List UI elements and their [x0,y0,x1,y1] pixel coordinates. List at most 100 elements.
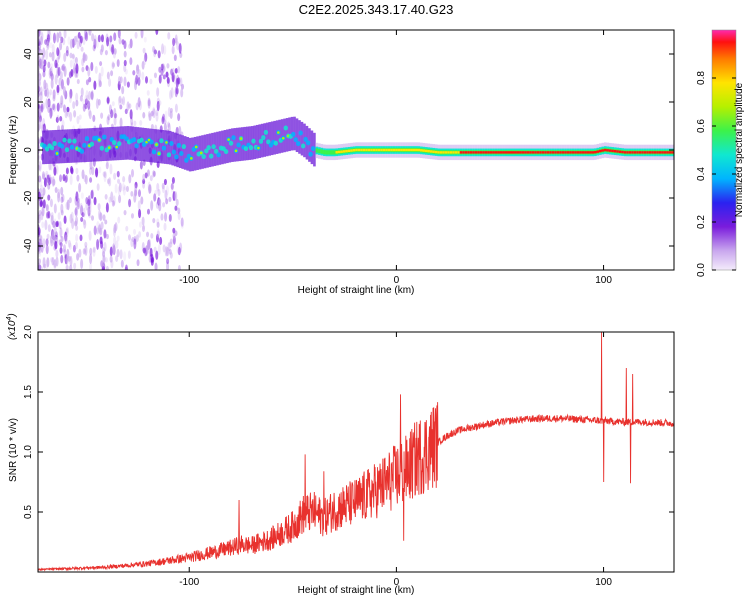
noise-cell [84,245,88,256]
noise-cell [136,64,140,71]
spectral-peak [211,144,216,150]
noise-cell [47,224,51,232]
noise-cell [42,257,46,268]
spectral-ridge-core [479,151,483,154]
noise-cell [50,214,54,225]
noise-cell [42,117,46,129]
spectral-ridge-core [668,151,672,154]
spectral-peak [213,148,219,154]
noise-cell [153,49,157,55]
spectral-ridge-core [611,149,615,153]
snr-xlabel: Height of straight line (km) [298,585,415,596]
noise-cell [113,172,117,180]
noise-cell [68,197,72,204]
noise-cell [55,249,59,258]
noise-cell [177,246,181,256]
noise-cell [155,250,159,260]
noise-cell [53,203,57,214]
y-tick-label: -40 [23,238,34,253]
noise-cell [169,241,173,248]
noise-cell [172,37,176,47]
noise-cell [160,63,164,71]
noise-cell [148,184,152,194]
spectral-ridge-core [360,148,363,152]
noise-cell [50,212,54,221]
x-tick-label: -100 [179,577,199,588]
noise-cell [157,188,161,197]
noise-cell [38,119,42,130]
noise-cell [51,257,55,266]
noise-cell [64,110,68,119]
noise-cell [68,71,72,79]
noise-cell [156,182,160,192]
noise-cell [60,254,64,264]
spectral-band [226,129,229,164]
chart-title: C2E2.2025.343.17.40.G23 [299,2,454,17]
spectral-ridge-core [651,151,654,154]
noise-cell [60,65,64,71]
noise-cell [46,233,50,240]
spectral-band [104,127,107,161]
spectral-band [295,118,299,153]
noise-cell [77,201,81,210]
noise-cell [102,171,106,178]
noise-cell [158,66,162,73]
noise-cell [119,249,123,260]
spectral-peak [310,146,316,152]
noise-cell [146,231,150,238]
noise-cell [160,68,164,77]
noise-cell [144,76,148,84]
noise-cell [158,198,162,207]
noise-cell [69,52,73,59]
noise-cell [44,219,48,231]
spectral-ridge-core [437,151,441,154]
noise-cell [116,170,120,178]
noise-cell [162,74,166,80]
spectrogram-ylabel: Frequency (Hz) [8,116,19,185]
noise-cell [88,167,92,175]
noise-cell [174,230,178,237]
noise-cell [96,183,100,191]
noise-cell [87,106,91,117]
spectral-peak [206,145,211,151]
spectral-peak [44,146,50,152]
noise-cell [60,78,64,90]
spectral-ridge-core [462,151,465,154]
noise-cell [57,212,61,220]
noise-cell [52,95,56,102]
spectral-ridge-core [357,148,361,152]
noise-cell [84,241,88,248]
noise-cell [98,72,102,84]
colorbar-tick-label: 0.2 [696,215,707,229]
spectral-ridge-core [422,149,426,152]
noise-cell [142,178,146,185]
noise-cell [146,208,150,215]
spectral-ridge-core [400,148,403,152]
noise-cell [180,88,184,98]
noise-cell [124,108,128,115]
spectral-ridge-core [402,148,406,152]
noise-cell [74,241,78,250]
spectral-peak-core [55,152,59,155]
noise-cell [44,82,48,90]
noise-cell [67,239,71,248]
spectral-ridge-core [559,151,562,154]
noise-cell [49,66,53,77]
noise-cell [171,67,175,76]
y-tick-label: 1.0 [23,445,34,459]
noise-cell [101,266,105,270]
noise-cell [171,72,175,83]
noise-cell [103,172,107,183]
noise-cell [107,114,111,121]
spectral-peak [84,136,90,142]
noise-cell [38,175,42,183]
noise-cell [38,262,41,269]
spectral-band [186,136,189,171]
noise-cell [128,174,132,184]
spectral-ridge-core [397,148,401,152]
noise-cell [142,247,146,254]
noise-cell [175,87,179,95]
noise-cell [164,212,168,222]
noise-cell [59,247,63,254]
y-tick-label: 20 [23,96,34,108]
